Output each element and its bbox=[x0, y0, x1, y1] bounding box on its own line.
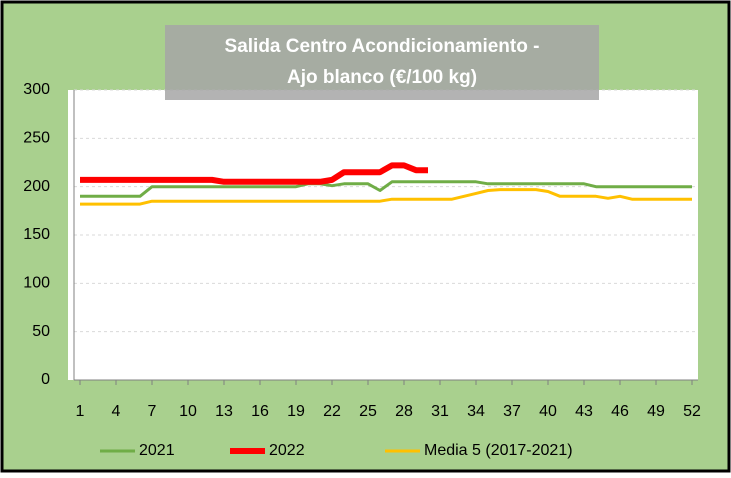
x-tick-label: 46 bbox=[611, 403, 629, 420]
series-line bbox=[80, 162, 428, 185]
x-tick-label: 43 bbox=[575, 403, 593, 420]
x-tick-label: 31 bbox=[431, 403, 449, 420]
y-tick-label: 100 bbox=[23, 275, 50, 292]
x-tick-label: 52 bbox=[683, 403, 701, 420]
x-tick-label: 10 bbox=[179, 403, 197, 420]
chart-title: Ajo blanco (€/100 kg) bbox=[287, 67, 477, 88]
y-tick-label: 300 bbox=[23, 81, 50, 98]
legend-label: 2022 bbox=[269, 442, 305, 459]
x-tick-label: 4 bbox=[112, 403, 121, 420]
x-tick-label: 7 bbox=[148, 403, 157, 420]
x-tick-label: 34 bbox=[467, 403, 485, 420]
legend-label: 2021 bbox=[139, 442, 175, 459]
y-tick-label: 0 bbox=[41, 371, 50, 388]
x-tick-label: 37 bbox=[503, 403, 521, 420]
x-tick-label: 1 bbox=[76, 403, 85, 420]
y-tick-label: 50 bbox=[32, 323, 50, 340]
y-tick-label: 200 bbox=[23, 178, 50, 195]
x-tick-label: 25 bbox=[359, 403, 377, 420]
legend-label: Media 5 (2017-2021) bbox=[424, 442, 573, 459]
y-tick-label: 250 bbox=[23, 130, 50, 147]
x-tick-label: 16 bbox=[251, 403, 269, 420]
chart-title: Salida Centro Acondicionamiento - bbox=[225, 36, 540, 57]
x-tick-label: 49 bbox=[647, 403, 665, 420]
y-tick-label: 150 bbox=[23, 226, 50, 243]
x-tick-label: 28 bbox=[395, 403, 413, 420]
series-line bbox=[80, 188, 692, 206]
x-tick-label: 22 bbox=[323, 403, 341, 420]
x-tick-label: 19 bbox=[287, 403, 305, 420]
title-box bbox=[165, 25, 599, 100]
x-tick-label: 13 bbox=[215, 403, 233, 420]
x-tick-label: 40 bbox=[539, 403, 557, 420]
series-line bbox=[80, 180, 692, 198]
